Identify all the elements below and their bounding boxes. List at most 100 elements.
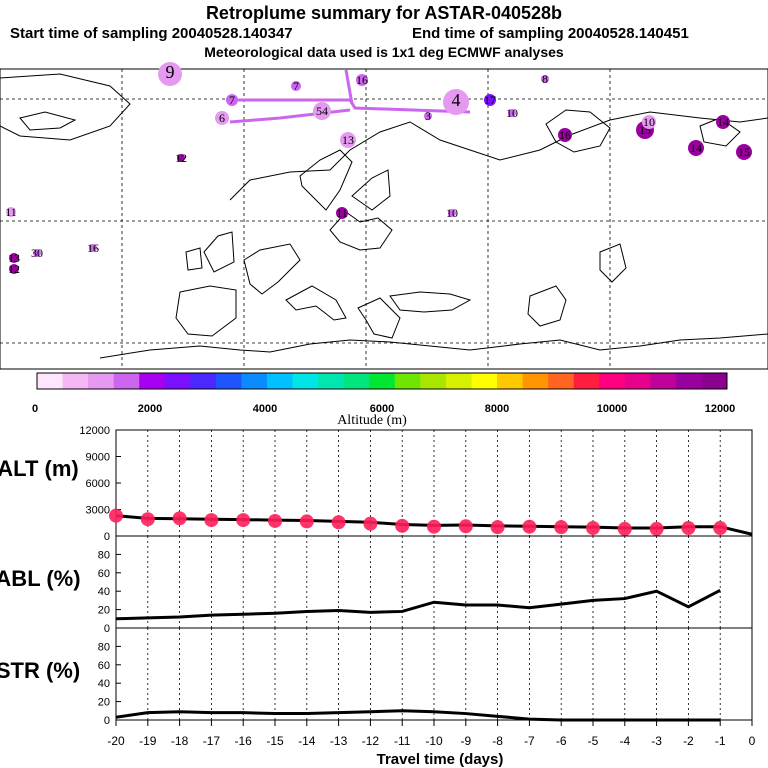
cbar-swatch [88,373,115,389]
coastlines [0,73,768,359]
x-tick-label: -13 [330,734,348,748]
y-tick-label: 12000 [79,425,110,437]
map-marker [33,249,41,257]
map-marker [89,244,97,252]
cbar-swatch [343,373,370,389]
map-marker-label: 54 [316,104,328,118]
y-tick-label: 0 [104,715,110,727]
map-marker-label: 16 [87,241,99,255]
cbar-swatch [497,373,524,389]
alt-point [140,512,155,527]
alt-point [109,508,123,523]
map-marker [688,140,704,156]
x-axis-label: Travel time (days) [377,751,504,768]
map-marker-label: 4 [452,90,461,110]
cbar-tick-4: 8000 [485,403,509,415]
cbar-swatch [139,373,166,389]
cbar-label: Altitude (m) [337,413,407,428]
start-time-label: Start time of sampling 20040528.140347 [10,25,293,42]
end-time-label: End time of sampling 20040528.140451 [412,25,689,42]
map-marker [541,75,549,83]
y-tick-label: 60 [98,660,110,672]
cbar-swatch [522,373,549,389]
met-data-label: Meteorological data used is 1x1 deg ECMW… [204,44,564,60]
cbar-swatch [292,373,319,389]
series-line [115,588,721,621]
x-tick-label: -3 [651,734,662,748]
map-marker [642,115,656,129]
x-tick-label: -1 [715,734,726,748]
y-tick-label: 40 [98,586,110,598]
map-marker-label: 10 [506,106,518,120]
series-line [115,709,721,722]
map-marker [291,81,301,91]
alt-point [363,516,378,531]
cbar-tick-0: 0 [32,403,38,415]
x-tick-label: -9 [460,734,471,748]
alt-point [299,514,314,529]
cbar-swatch [420,373,447,389]
x-tick-label: -10 [425,734,443,748]
x-tick-label: -14 [298,734,316,748]
y-tick-label: 20 [98,605,110,617]
map-marker-label: 16 [559,128,571,142]
map-marker [226,94,238,106]
cbar-swatch [394,373,421,389]
altitude-colorbar: 0 2000 4000 6000 8000 10000 12000 Altitu… [32,372,736,428]
map-marker [448,209,456,217]
y-tick-label: 0 [104,623,110,635]
map-marker-label: 8 [542,72,548,86]
x-tick-label: -15 [266,734,284,748]
x-tick-label: -2 [683,734,694,748]
figure-title: Retroplume summary for ASTAR-040528b [206,3,562,23]
map-marker-label: 11 [336,206,348,220]
cbar-swatch [241,373,268,389]
cbar-swatch [675,373,702,389]
x-tick-label: -19 [139,734,157,748]
x-tick-label: -7 [524,734,535,748]
map-marker-label: 10 [446,206,458,220]
x-tick-label: -5 [588,734,599,748]
alt-point [554,520,569,535]
map-marker-label: 11 [5,205,17,219]
cbar-tick-1: 2000 [138,403,162,415]
y-tick-label: 60 [98,568,110,580]
cbar-swatch [624,373,651,389]
map-marker [424,112,432,120]
cbar-swatch [573,373,600,389]
y-tick-label: 80 [98,549,110,561]
alt-panel: ALT (m) 12000 9000 6000 3000 0 [0,425,753,543]
map-marker-label: 3 [425,109,431,123]
map-marker [736,144,752,160]
x-tick-label: -11 [394,734,411,748]
y-tick-label: 6000 [86,478,110,490]
alt-point [427,519,441,534]
alt-point [268,513,282,528]
map-marker [9,253,19,263]
x-tick-label: -6 [556,734,567,748]
alt-point [458,519,473,534]
map-marker-label: 9 [166,62,175,82]
cbar-swatch [267,373,294,389]
map-marker [508,109,516,117]
alt-point [172,511,187,526]
cbar-tick-6: 12000 [705,403,736,415]
cbar-swatch [650,373,677,389]
map-marker-label: 10 [643,115,655,129]
x-tick-label: -17 [203,734,221,748]
cbar-swatch [37,373,64,389]
map-marker-label: 13 [342,133,354,147]
map-marker [313,102,331,120]
x-tick-label: -8 [492,734,503,748]
x-tick-label: -16 [235,734,253,748]
map-marker-label: 17 [484,93,496,107]
y-tick-label: 0 [104,531,110,543]
alt-point [522,519,537,534]
cbar-swatch [471,373,498,389]
map-marker-label: 30 [31,246,43,260]
y-tick-label: 80 [98,641,110,653]
